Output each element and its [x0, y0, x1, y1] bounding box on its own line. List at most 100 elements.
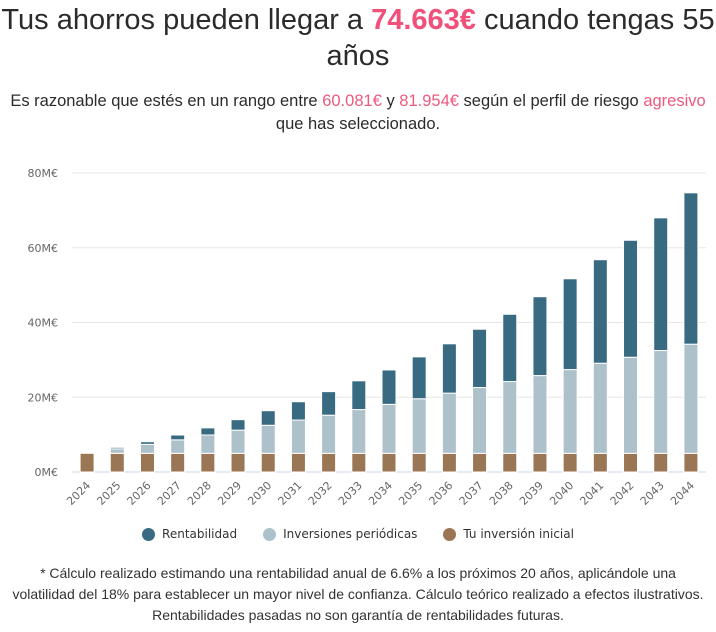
range-text: y — [381, 92, 400, 110]
x-tick-label: 2030 — [245, 479, 274, 508]
bar-segment — [653, 452, 669, 473]
bar-segment — [411, 398, 427, 454]
bar-segment — [532, 452, 548, 473]
bar-segment — [170, 452, 186, 473]
page-title: Tus ahorros pueden llegar a 74.663€ cuan… — [0, 2, 716, 74]
bar-segment — [351, 380, 367, 411]
y-tick-label: 60M€ — [28, 242, 59, 255]
x-tick-label: 2034 — [366, 479, 395, 508]
bar-segment — [623, 356, 639, 454]
range-high: 81.954€ — [399, 92, 459, 110]
legend-item-periodicas[interactable]: Inversiones periódicas — [263, 527, 417, 541]
bar-segment — [683, 452, 699, 473]
bar-segment — [139, 452, 155, 473]
bar-segment — [532, 375, 548, 454]
risk-profile: agresivo — [643, 92, 706, 110]
bar-segment — [592, 452, 608, 473]
bar-segment — [260, 410, 276, 426]
bar-segment — [653, 350, 669, 454]
x-tick-label: 2037 — [457, 479, 486, 508]
bar-segment — [441, 343, 457, 394]
range-text: Es razonable que estés en un rango entre — [10, 92, 323, 110]
y-tick-label: 0M€ — [35, 466, 59, 479]
x-tick-label: 2039 — [517, 479, 546, 508]
legend-dot-icon — [443, 527, 457, 541]
bar-segment — [200, 427, 216, 436]
bar-segment — [321, 414, 337, 454]
legend-label: Inversiones periódicas — [283, 527, 418, 541]
bar-segment — [562, 369, 578, 454]
range-text: según el perfil de riesgo — [458, 92, 644, 110]
x-tick-label: 2025 — [94, 479, 123, 508]
bar-segment — [411, 452, 427, 473]
bar-segment — [653, 217, 669, 352]
bar-segment — [411, 356, 427, 400]
bar-segment — [260, 452, 276, 473]
savings-chart: 0M€20M€40M€60M€80M€2024 2025 2026 2027 2028 2… — [28, 167, 706, 508]
bar-segment — [623, 452, 639, 473]
bar-segment — [502, 452, 518, 473]
x-tick-label: 2029 — [215, 479, 244, 508]
x-tick-label: 2041 — [577, 479, 606, 508]
x-tick-label: 2033 — [336, 479, 365, 508]
bar-segment — [472, 328, 488, 389]
bar-segment — [200, 452, 216, 473]
chart-legend: Rentabilidad Inversiones periódicas Tu i… — [0, 527, 716, 541]
legend-item-inicial[interactable]: Tu inversión inicial — [443, 527, 574, 541]
bar-segment — [109, 446, 125, 450]
bar-segment — [170, 434, 186, 441]
bar-segment — [170, 439, 186, 454]
bar-segment — [502, 313, 518, 383]
bar-segment — [321, 452, 337, 473]
bar-segment — [502, 381, 518, 454]
legend-dot-icon — [142, 527, 156, 541]
x-tick-label: 2035 — [396, 479, 425, 508]
x-tick-label: 2026 — [125, 479, 154, 508]
bar-segment — [562, 278, 578, 371]
bar-segment — [290, 419, 306, 454]
bar-segment — [139, 441, 155, 445]
bar-segment — [230, 452, 246, 473]
bar-segment — [321, 391, 337, 416]
x-tick-label: 2031 — [276, 479, 305, 508]
bar-segment — [109, 448, 125, 454]
bar-segment — [623, 239, 639, 358]
bar-segment — [472, 452, 488, 473]
x-tick-label: 2038 — [487, 479, 516, 508]
bar-segment — [592, 259, 608, 364]
bar-segment — [562, 452, 578, 473]
range-description: Es razonable que estés en un rango entre… — [0, 90, 716, 136]
x-tick-label: 2036 — [427, 479, 456, 508]
bar-segment — [381, 403, 397, 454]
bar-segment — [441, 392, 457, 454]
legend-label: Tu inversión inicial — [463, 527, 574, 541]
y-tick-label: 40M€ — [28, 317, 59, 330]
bar-segment — [351, 452, 367, 473]
footnote: * Cálculo realizado estimando una rentab… — [12, 565, 704, 623]
bar-segment — [441, 452, 457, 473]
bar-segment — [472, 387, 488, 454]
range-text: que has seleccionado. — [275, 115, 441, 133]
bar-segment — [290, 452, 306, 473]
bar-segment — [683, 343, 699, 454]
range-low: 60.081€ — [322, 92, 382, 110]
title-text: Tus ahorros pueden llegar a — [1, 4, 372, 36]
bar-segment — [200, 434, 216, 454]
y-tick-label: 80M€ — [28, 167, 59, 180]
legend-item-rentabilidad[interactable]: Rentabilidad — [142, 527, 237, 541]
bar-segment — [260, 424, 276, 454]
bar-segment — [230, 429, 246, 454]
bar-segment — [683, 192, 699, 345]
projected-amount: 74.663€ — [371, 4, 476, 36]
x-tick-label: 2028 — [185, 479, 214, 508]
bar-segment — [381, 369, 397, 405]
x-tick-label: 2043 — [638, 479, 667, 508]
bar-segment — [351, 409, 367, 454]
bar-segment — [79, 452, 95, 473]
x-tick-label: 2024 — [64, 479, 93, 508]
bar-segment — [290, 401, 306, 421]
x-tick-label: 2044 — [668, 479, 697, 508]
bar-segment — [381, 452, 397, 473]
bar-segment — [532, 296, 548, 377]
x-tick-label: 2042 — [608, 479, 637, 508]
